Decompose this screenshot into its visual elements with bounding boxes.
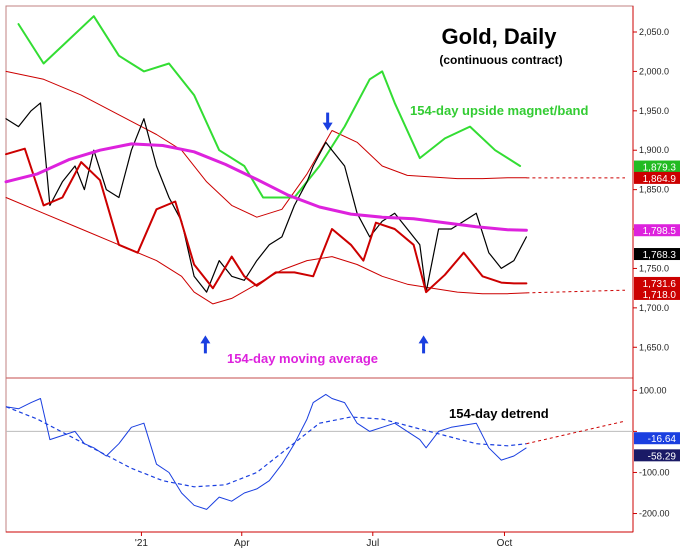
arrow-down-icon [322, 112, 333, 131]
price-series-154-day-moving-average [4, 142, 528, 232]
x-tick-label: '21 [135, 538, 148, 549]
projection-lines [526, 177, 626, 445]
price-y-tick-label: 1,750.0 [639, 263, 669, 273]
price-series-price [5, 102, 527, 293]
price-y-tick-label: 2,050.0 [639, 27, 669, 37]
price-tag-box [634, 171, 680, 184]
price-y-tick-label: 1,900.0 [639, 145, 669, 155]
detrend-tag-box [634, 432, 680, 445]
price-tag-box [634, 160, 680, 173]
price-tag-box [634, 276, 680, 289]
price-series [4, 15, 528, 305]
price-y-tick-label: 1,850.0 [639, 185, 669, 195]
price-series-154-day-upside-magnet-band [17, 15, 522, 199]
chart-subtitle: (continuous contract) [439, 53, 562, 67]
price-tag-label: 1,864.9 [643, 174, 677, 185]
detrend-series [5, 393, 527, 510]
arrow-up-icon [200, 335, 211, 354]
detrend-cycle-projection [526, 420, 626, 445]
arrow-head [418, 335, 429, 344]
detrend-series-detrend [5, 393, 527, 510]
detrend-series-cycle [5, 406, 527, 488]
x-tick-label: Apr [234, 538, 250, 549]
price-y-tick-label: 1,700.0 [639, 303, 669, 313]
price-tag-label: 1,718.0 [643, 290, 677, 301]
price-tag-box [634, 287, 680, 300]
detrend-tag-box [634, 449, 680, 462]
axis-ticks: 1,650.01,700.01,750.01,800.01,850.01,900… [135, 27, 670, 549]
x-tick-label: Oct [497, 538, 513, 549]
arrow-up-icon [418, 335, 429, 354]
price-tag-label: 1,879.3 [643, 163, 677, 174]
price-y-tick-label: 1,950.0 [639, 106, 669, 116]
price-y-tick-label: 2,000.0 [639, 66, 669, 76]
detrend-tag-label: -16.64 [648, 434, 677, 445]
detrend-y-tick-label: 100.00 [639, 385, 667, 395]
price-tag-label: 1,731.6 [643, 279, 677, 290]
price-tag-label: 1,768.3 [643, 250, 677, 261]
lower-band-projection [526, 289, 626, 294]
price-tag-label: 1,798.5 [643, 226, 677, 237]
detrend-y-tick-label: -200.00 [639, 509, 670, 519]
detrend-y-tick-label: -100.00 [639, 467, 670, 477]
price-tag-box [634, 224, 680, 237]
chart-title: Gold, Daily [442, 24, 558, 49]
price-y-tick-label: 1,650.0 [639, 342, 669, 352]
moving-average-label: 154-day moving average [227, 351, 378, 366]
price-series-upper-band [5, 70, 527, 218]
value-tags: 1,879.31,864.9 1,798.5 1,768.3 1,731.61,718… [634, 160, 680, 462]
price-tag-box [634, 248, 680, 261]
x-tick-label: Jul [366, 538, 379, 549]
arrow-head [200, 335, 211, 344]
price-series-cycle [5, 147, 528, 294]
detrend-label: 154-day detrend [449, 406, 549, 421]
arrow-head [322, 122, 333, 131]
detrend-tag-label: -58.29 [648, 451, 677, 462]
upside-band-label: 154-day upside magnet/band [410, 103, 588, 118]
arrows [200, 112, 429, 354]
